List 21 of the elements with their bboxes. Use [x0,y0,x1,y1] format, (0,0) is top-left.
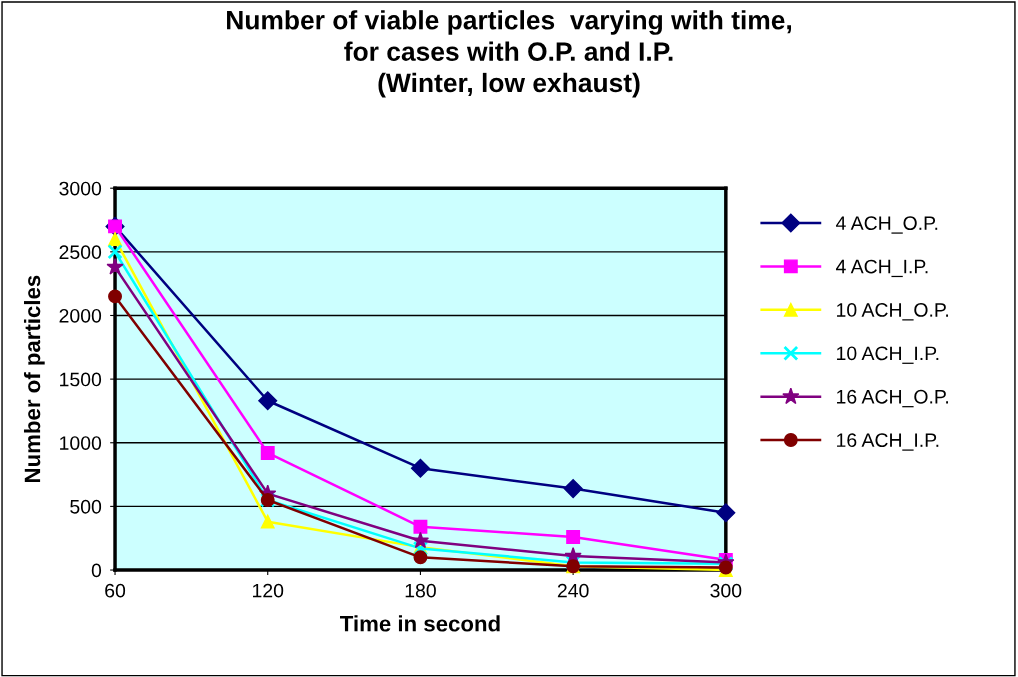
legend-label: 4 ACH_O.P. [835,216,938,234]
legend-label: 16 ACH_O.P. [837,389,948,408]
x-tick-label: 180 [405,583,436,598]
legend-label: 16 ACH_I.P. [837,433,939,451]
y-tick-label: 0 [91,563,102,578]
x-tick-label: 60 [105,583,126,598]
x-tick-label: 120 [253,583,284,598]
y-tick-label: 1000 [60,436,102,450]
y-tick-label: 1500 [60,372,102,387]
x-tick-label: 240 [557,583,589,598]
y-tick-label: 500 [70,499,102,514]
x-tick-label: 300 [710,583,742,598]
y-tick-label: 2000 [59,308,102,323]
y-axis-title: Number of particles [23,275,45,482]
chart-title: Number of viable particles varying with time, for cases with O.P. and I.P. (Winter, low exhaust) [227,10,792,98]
legend-label: 4 ACH_I.P. [835,259,928,278]
legend-label: 10 ACH_O.P. [837,303,948,321]
y-tick-label: 2500 [59,245,102,260]
legend-label: 10 ACH_I.P. [837,346,939,364]
y-tick-label: 3000 [59,181,102,196]
x-axis-title: Time in second [340,615,500,632]
